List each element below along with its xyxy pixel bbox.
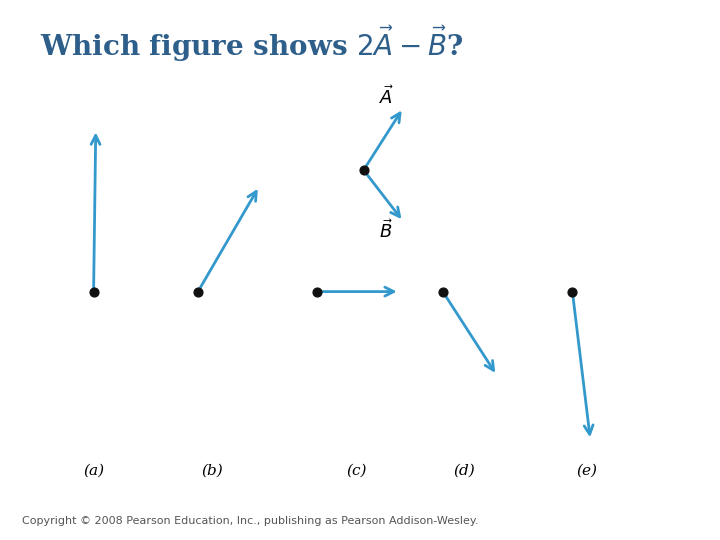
Text: (d): (d) bbox=[454, 464, 475, 478]
Point bbox=[567, 287, 578, 296]
Point bbox=[88, 287, 99, 296]
Point bbox=[192, 287, 204, 296]
Text: (c): (c) bbox=[346, 464, 366, 478]
Text: Which figure shows $2\vec{A} - \vec{B}$?: Which figure shows $2\vec{A} - \vec{B}$? bbox=[40, 24, 463, 64]
Point bbox=[311, 287, 323, 296]
Text: $\vec{A}$: $\vec{A}$ bbox=[379, 85, 395, 108]
Text: (b): (b) bbox=[202, 464, 223, 478]
Text: (e): (e) bbox=[576, 464, 598, 478]
Point bbox=[358, 166, 369, 174]
Text: Copyright © 2008 Pearson Education, Inc., publishing as Pearson Addison-Wesley.: Copyright © 2008 Pearson Education, Inc.… bbox=[22, 516, 478, 526]
Text: (a): (a) bbox=[83, 464, 104, 478]
Text: $\vec{B}$: $\vec{B}$ bbox=[379, 219, 394, 241]
Point bbox=[437, 287, 449, 296]
